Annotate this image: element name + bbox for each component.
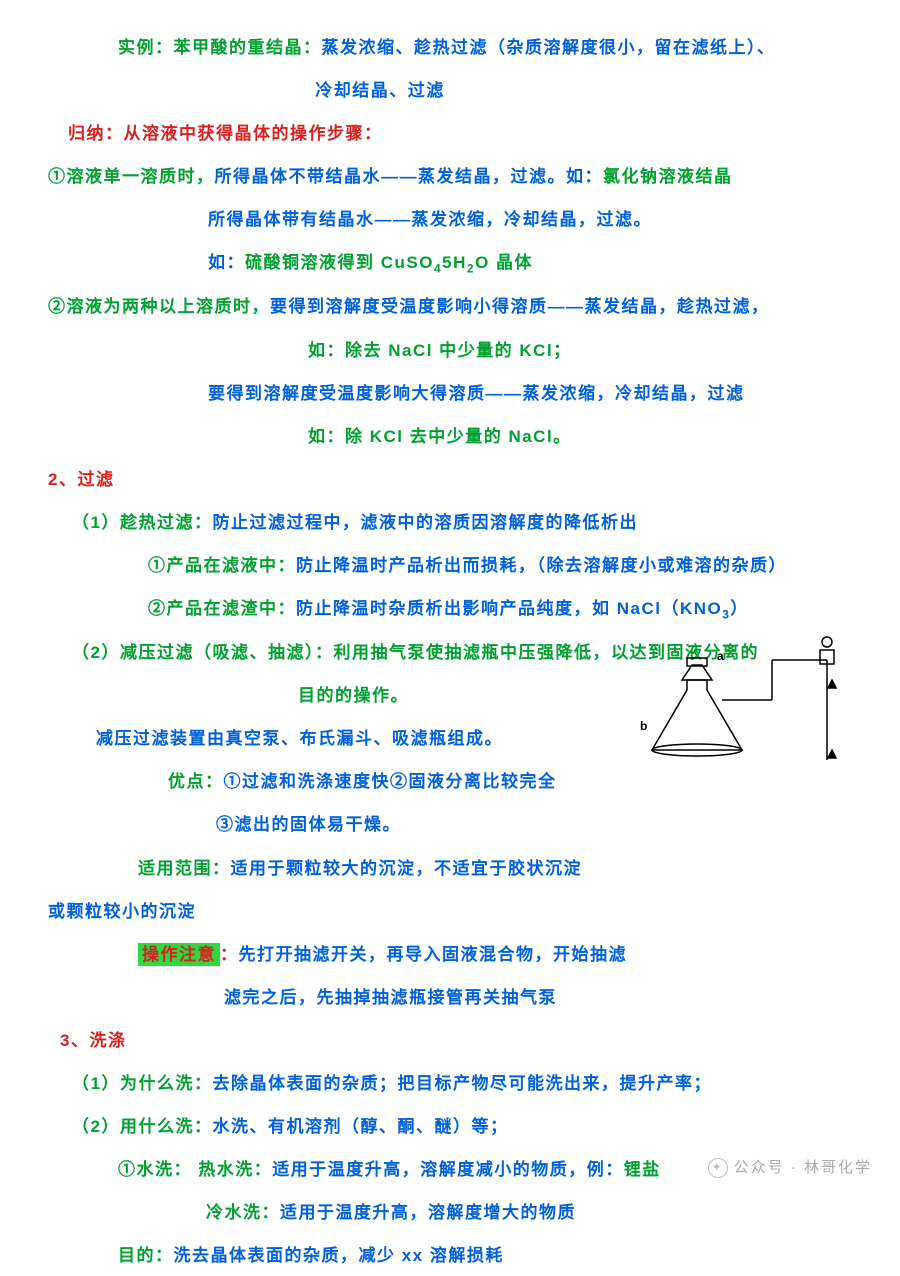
hot-wash-label: 热水洗：: [192, 1160, 272, 1179]
hot-filter: （1）趁热过滤：防止过滤过程中，滤液中的溶质因溶解度的降低析出: [48, 503, 852, 542]
wash-purpose-label: 目的：: [118, 1246, 174, 1265]
why-wash-text: 去除晶体表面的杂质；把目标产物尽可能洗出来，提升产率；: [212, 1074, 712, 1093]
why-wash-label: （1）为什么洗：: [72, 1074, 212, 1093]
wash-purpose-text: 洗去晶体表面的杂质，减少 xx 溶解损耗: [174, 1246, 504, 1265]
vf-adv-label: 优点：: [168, 772, 224, 791]
hot-filter-text: 防止过滤过程中，滤液中的溶质因溶解度的降低析出: [212, 513, 638, 532]
summary-heading: 归纳：从溶液中获得晶体的操作步骤：: [48, 114, 852, 153]
hot-wash-ex: 锂盐: [624, 1160, 661, 1179]
what-wash-text: 水洗、有机溶剂（醇、酮、醚）等；: [212, 1117, 508, 1136]
filtration-apparatus-diagram: a b: [632, 630, 862, 770]
hot-filter-label: （1）趁热过滤：: [72, 513, 212, 532]
item-1-label: ①溶液单一溶质时，: [48, 167, 215, 186]
item-1c-prefix: 如：: [208, 253, 245, 272]
item-2b: 要得到溶解度受温度影响大得溶质——蒸发浓缩，冷却结晶，过滤: [48, 374, 852, 413]
watermark: ✦ 公众号 · 林哥化学: [708, 1151, 872, 1186]
item-1-text: 所得晶体不带结晶水——蒸发结晶，过滤。如：: [215, 167, 604, 186]
item-2-ex1: 如：除去 NaCl 中少量的 KCl；: [48, 331, 852, 370]
hf-2-label: ②产品在滤渣中：: [148, 599, 296, 618]
example-text-2: 冷却结晶、过滤: [48, 71, 852, 110]
cold-wash-label: 冷水洗：: [206, 1203, 280, 1222]
section-3-heading: 3、洗涤: [48, 1021, 852, 1060]
vf-adv-3: ③滤出的固体易干燥。: [48, 805, 852, 844]
hf-2: ②产品在滤渣中：防止降温时杂质析出影响产品纯度，如 NaCl（KNO3）: [48, 589, 852, 629]
vf-scope-2: 或颗粒较小的沉淀: [48, 892, 852, 931]
hf-1: ①产品在滤液中：防止降温时产品析出而损耗，（除去溶解度小或难溶的杂质）: [48, 546, 852, 585]
vf-adv-text: ①过滤和洗涤速度快②固液分离比较完全: [224, 772, 557, 791]
cold-wash: 冷水洗：适用于温度升高，溶解度增大的物质: [48, 1193, 852, 1232]
item-2: ②溶液为两种以上溶质时，要得到溶解度受温度影响小得溶质——蒸发结晶，趁热过滤，: [48, 287, 852, 326]
why-wash: （1）为什么洗：去除晶体表面的杂质；把目标产物尽可能洗出来，提升产率；: [48, 1064, 852, 1103]
what-wash: （2）用什么洗：水洗、有机溶剂（醇、酮、醚）等；: [48, 1107, 852, 1146]
hf-1-label: ①产品在滤液中：: [148, 556, 296, 575]
water-wash-label: ①水洗：: [118, 1160, 192, 1179]
item-2-text: 要得到溶解度受温度影响小得溶质——蒸发结晶，趁热过滤，: [270, 297, 770, 316]
cold-wash-text: 适用于温度升高，溶解度增大的物质: [280, 1203, 576, 1222]
example-text-1: 蒸发浓缩、趁热过滤（杂质溶解度很小，留在滤纸上）、: [322, 38, 776, 57]
formula-cuso4: 硫酸铜溶液得到 CuSO45H2O 晶体: [245, 253, 533, 272]
example-label: 实例：苯甲酸的重结晶：: [118, 38, 322, 57]
wash-purpose: 目的：洗去晶体表面的杂质，减少 xx 溶解损耗: [48, 1236, 852, 1275]
wechat-icon: ✦: [708, 1158, 728, 1178]
item-1-example: 氯化钠溶液结晶: [603, 167, 733, 186]
diagram-label-a: a: [717, 649, 725, 663]
item-2-ex2: 如：除 KCl 去中少量的 NaCl。: [48, 417, 852, 456]
summary-text: 从溶液中获得晶体的操作步骤：: [124, 124, 383, 143]
section-2-heading: 2、过滤: [48, 460, 852, 499]
example-line-1: 实例：苯甲酸的重结晶：蒸发浓缩、趁热过滤（杂质溶解度很小，留在滤纸上）、: [48, 28, 852, 67]
op-note-label: 操作注意: [138, 943, 220, 966]
item-1c: 如：硫酸铜溶液得到 CuSO45H2O 晶体: [48, 243, 852, 283]
item-1b: 所得晶体带有结晶水——蒸发浓缩，冷却结晶，过滤。: [48, 200, 852, 239]
hf-2-text: 防止降温时杂质析出影响产品纯度，如 NaCl（KNO3）: [296, 599, 749, 618]
op-note-2: 滤完之后，先抽掉抽滤瓶接管再关抽气泵: [48, 978, 852, 1017]
item-2-label: ②溶液为两种以上溶质时，: [48, 297, 270, 316]
vf-scope-label: 适用范围：: [138, 859, 231, 878]
hf-1-text: 防止降温时产品析出而损耗，（除去溶解度小或难溶的杂质）: [296, 556, 787, 575]
item-1: ①溶液单一溶质时，所得晶体不带结晶水——蒸发结晶，过滤。如：氯化钠溶液结晶: [48, 157, 852, 196]
vf-scope: 适用范围：适用于颗粒较大的沉淀，不适宜于胶状沉淀: [48, 849, 852, 888]
vf-scope-text: 适用于颗粒较大的沉淀，不适宜于胶状沉淀: [231, 859, 583, 878]
op-note: 操作注意：先打开抽滤开关，再导入固液混合物，开始抽滤: [48, 935, 852, 974]
op-note-colon: ：: [220, 945, 239, 964]
summary-label: 归纳：: [68, 124, 124, 143]
watermark-text: 公众号 · 林哥化学: [734, 1151, 872, 1186]
hot-wash-text: 适用于温度升高，溶解度减小的物质，例：: [272, 1160, 624, 1179]
what-wash-label: （2）用什么洗：: [72, 1117, 212, 1136]
op-note-text: 先打开抽滤开关，再导入固液混合物，开始抽滤: [239, 945, 628, 964]
diagram-label-b: b: [640, 719, 649, 733]
